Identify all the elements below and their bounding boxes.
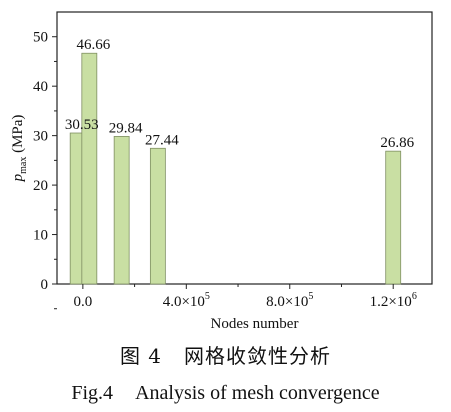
x-tick-label-1: 4.0×105: [163, 291, 210, 310]
bar-4: [385, 150, 402, 285]
data-label-3: 27.44: [145, 132, 179, 148]
y-tick-label-1: 10: [33, 228, 48, 244]
data-label-2: 29.84: [109, 120, 143, 136]
caption-en-fig: Fig.4: [71, 382, 114, 404]
x-axis-title: Nodes number: [211, 316, 299, 332]
x-tick-label-3: 1.2×106: [370, 291, 417, 310]
y-tick-label-3: 30: [33, 129, 48, 145]
bar-1: [81, 52, 98, 285]
figure-caption-en: Fig.4 Analysis of mesh convergence: [0, 382, 451, 405]
data-label-0: 30.53: [65, 117, 99, 133]
y-axis-symbol: p: [10, 173, 26, 182]
y-axis-title: pmax (MPa): [10, 115, 29, 183]
caption-en-title: Analysis of mesh convergence: [135, 382, 380, 404]
y-tick-label-2: 20: [33, 178, 48, 194]
x-tick-label-0: 0.0: [73, 294, 92, 310]
caption-cn-fig: 图 4: [119, 344, 163, 368]
x-tick-label-2: 8.0×105: [266, 291, 313, 310]
figure-caption-cn: 图 4 网格收敛性分析: [0, 340, 451, 369]
y-axis-unit: (MPa): [10, 115, 26, 157]
data-label-1: 46.66: [76, 37, 110, 53]
y-tick-label-5: 50: [33, 30, 48, 46]
y-tick-label-0: 0: [41, 277, 49, 293]
plot-frame: [56, 11, 433, 285]
y-axis-subscript: max: [18, 157, 29, 174]
chart-ticks: 0 10 20 30 40 50 0.0 4.0×105 8.0×105 1.2×106: [33, 30, 417, 310]
y-tick-label-4: 40: [33, 79, 48, 95]
bar-3: [149, 147, 166, 285]
chart-axes: [56, 11, 433, 285]
caption-cn-title: 网格收敛性分析: [184, 344, 332, 368]
chart-bars: [69, 52, 402, 285]
bar-2: [113, 136, 130, 285]
data-label-4: 26.86: [380, 135, 414, 151]
